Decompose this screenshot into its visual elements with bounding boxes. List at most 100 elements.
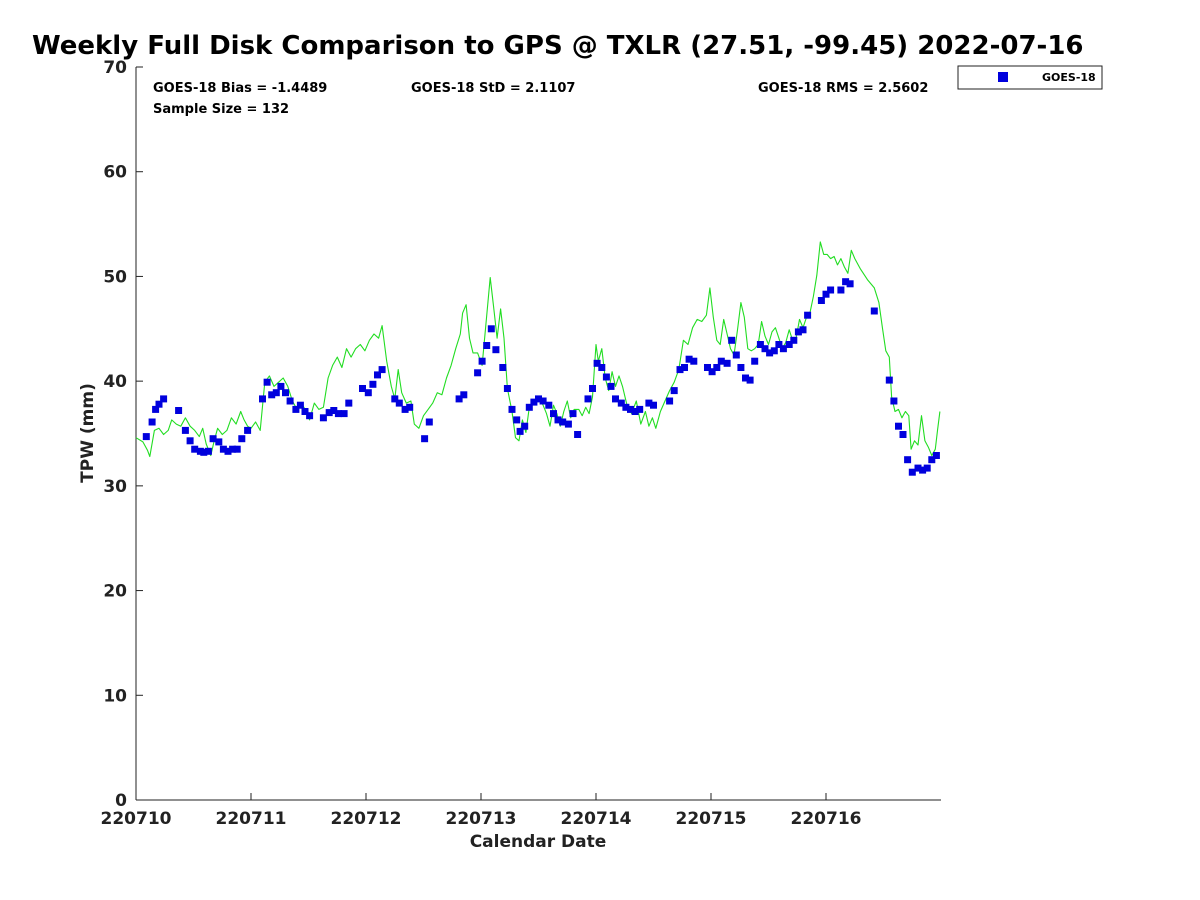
goes-18-point [186, 437, 194, 445]
goes-18-point [277, 382, 285, 390]
goes-18-point [717, 357, 725, 365]
goes-18-point [175, 407, 183, 414]
goes-18-point [516, 427, 524, 435]
x-tick-label: 220714 [561, 809, 632, 829]
goes-18-point [770, 347, 778, 355]
y-tick-label: 40 [103, 372, 127, 392]
x-tick-label: 220715 [676, 809, 747, 829]
goes-18-point [359, 385, 366, 392]
chart-title: Weekly Full Disk Comparison to GPS @ TXL… [32, 31, 1084, 61]
goes-18-point [569, 410, 577, 418]
goes-18-point [837, 286, 845, 294]
goes-18-point [229, 445, 237, 453]
goes-18-point [268, 391, 276, 399]
goes-18-point [521, 422, 529, 430]
goes-18-point [690, 357, 698, 365]
goes-18-point [612, 395, 619, 403]
goes-18-point [296, 401, 304, 409]
goes-18-point [378, 366, 386, 374]
goes-18-point [306, 412, 314, 420]
goes-18-point [650, 401, 657, 409]
goes-18-point [513, 416, 521, 424]
goes-18-point [244, 426, 252, 434]
y-axis-label: TPW (mm) [78, 383, 98, 483]
goes-18-point [681, 364, 688, 371]
goes-18-point [779, 345, 787, 353]
goes-18-point [181, 426, 189, 434]
goes-18-point [460, 391, 468, 399]
goes-18-point [539, 397, 547, 405]
goes-18-point [535, 395, 542, 403]
goes-18-point [142, 433, 150, 441]
goes-18-point [545, 401, 553, 409]
plot-area [136, 67, 941, 800]
legend-goes-18-label: GOES-18 [1042, 71, 1096, 84]
goes-18-point [286, 397, 294, 405]
goes-18-point [607, 382, 615, 390]
goes-18-point [746, 376, 754, 384]
goes-18-point [574, 431, 582, 438]
legend-goes-18-marker [998, 72, 1008, 82]
goes-18-point [219, 445, 227, 453]
x-tick-label: 220716 [791, 809, 862, 829]
goes-18-point [455, 395, 463, 403]
goes-18-point [790, 336, 798, 344]
goes-18-point [224, 447, 232, 455]
y-tick-label: 10 [103, 686, 127, 706]
goes-18-point [550, 410, 557, 418]
goes-18-point [369, 380, 377, 388]
goes-18-point [627, 405, 634, 413]
gps-series-line [135, 241, 941, 458]
goes-18-point [499, 364, 507, 371]
goes-18-point [593, 359, 601, 367]
goes-18-point [827, 286, 835, 294]
goes-18-point [598, 364, 606, 371]
goes-18-point [742, 374, 749, 382]
rms-stat: GOES-18 RMS = 2.5602 [758, 81, 928, 96]
goes-18-point [928, 456, 936, 464]
bias-stat: GOES-18 Bias = -1.4489 [153, 81, 327, 96]
goes-18-point [932, 452, 940, 459]
goes-18-point [492, 346, 500, 354]
goes-18-point [785, 341, 793, 348]
std-stat: GOES-18 StD = 2.1107 [411, 81, 575, 96]
goes-18-point [215, 438, 223, 446]
goes-18-point [554, 416, 562, 424]
x-tick-label: 220713 [446, 809, 517, 829]
goes-18-point [704, 364, 711, 371]
goes-18-point [723, 359, 731, 367]
goes-18-point [636, 405, 644, 413]
goes-18-point [478, 357, 486, 365]
goes-18-point [395, 399, 403, 407]
goes-18-point [503, 385, 511, 392]
goes-18-point [708, 368, 716, 376]
x-tick-labels: 220710 220711 220712 220713 220714 220715 2207… [101, 809, 862, 829]
goes-18-point [204, 447, 212, 455]
goes-18-point [822, 290, 830, 298]
goes-18-point [761, 345, 769, 353]
goes-18-point [259, 395, 266, 403]
goes-18-point [751, 357, 759, 365]
goes-18-point [631, 408, 639, 415]
x-tick-label: 220711 [216, 809, 287, 829]
goes-18-point [325, 409, 333, 417]
goes-18-point [846, 280, 854, 288]
goes-18-point [559, 418, 567, 426]
goes-18-point [914, 464, 922, 472]
goes-18-point [508, 405, 516, 413]
goes-18-point [319, 414, 327, 422]
goes-18-point [334, 410, 342, 418]
goes-18-point [483, 342, 491, 349]
goes-18-point [155, 400, 163, 408]
goes-18-point [794, 328, 802, 336]
goes-18-point [842, 278, 850, 286]
goes-18-point [148, 418, 156, 426]
goes-18-point [870, 307, 878, 315]
goes-18-point [728, 336, 736, 344]
goes-18-point [160, 395, 168, 403]
goes-18-point [817, 297, 825, 304]
goes-18-point [904, 456, 912, 464]
goes-18-point [282, 389, 289, 397]
goes-18-point [622, 403, 630, 411]
